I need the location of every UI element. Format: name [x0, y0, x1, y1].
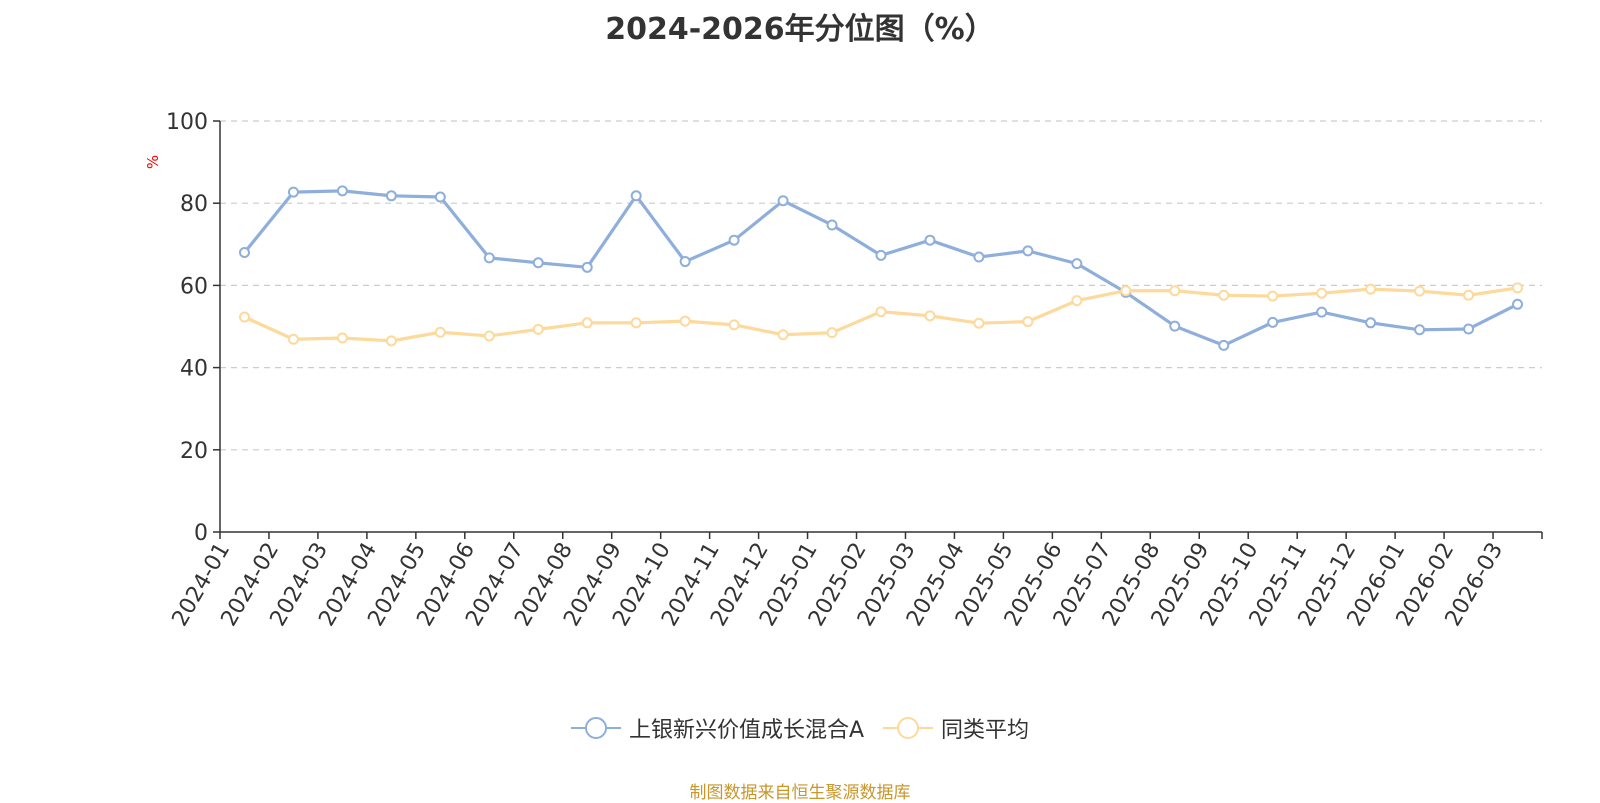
- data-point: [1316, 306, 1328, 318]
- data-point: [875, 306, 887, 318]
- series-line-0: [243, 189, 1519, 348]
- data-point: [434, 191, 446, 203]
- legend-marker-fund-icon: [570, 717, 621, 739]
- data-point: [483, 330, 495, 342]
- data-point: [532, 257, 544, 269]
- data-point: [1218, 339, 1230, 351]
- data-point: [1218, 289, 1230, 301]
- data-point: [581, 317, 593, 329]
- y-tick-label: 0: [194, 521, 208, 546]
- data-point: [1169, 285, 1181, 297]
- data-point: [728, 319, 740, 331]
- data-point: [630, 317, 642, 329]
- source-note: 制图数据来自恒生聚源数据库: [689, 783, 911, 803]
- legend-item-fund[interactable]: 上银新兴价值成长混合A: [570, 712, 865, 744]
- data-point: [385, 190, 397, 202]
- y-tick-label: 60: [180, 274, 208, 299]
- data-point: [287, 333, 299, 345]
- data-point: [1267, 316, 1279, 328]
- data-point: [1512, 282, 1524, 294]
- data-point: [728, 234, 740, 246]
- data-point: [679, 256, 691, 268]
- data-point: [483, 252, 495, 264]
- data-point: [1071, 295, 1083, 307]
- legend: 上银新兴价值成长混合A 同类平均: [0, 712, 1600, 747]
- chart-title: 2024-2026年分位图（%）: [605, 12, 995, 47]
- data-point: [1120, 285, 1132, 297]
- line-chart: 020406080100%2024-012024-022024-032024-0…: [144, 110, 1543, 631]
- legend-label-fund: 上银新兴价值成长混合A: [628, 718, 865, 743]
- data-point: [336, 185, 348, 197]
- data-point: [924, 234, 936, 246]
- data-point: [1169, 320, 1181, 332]
- data-point: [777, 195, 789, 207]
- data-point: [875, 249, 887, 261]
- data-point: [1316, 287, 1328, 299]
- data-point: [973, 317, 985, 329]
- data-point: [532, 323, 544, 335]
- data-point: [1267, 290, 1279, 302]
- data-point: [630, 190, 642, 202]
- y-tick-label: 80: [180, 192, 208, 217]
- data-point: [924, 310, 936, 322]
- data-point: [385, 335, 397, 347]
- legend-label-average: 同类平均: [941, 718, 1030, 743]
- legend-marker-average-icon: [883, 717, 934, 739]
- y-tick-label: 40: [180, 357, 208, 382]
- data-point: [1022, 316, 1034, 328]
- data-point: [1365, 317, 1377, 329]
- data-point: [238, 311, 250, 323]
- data-point: [1414, 324, 1426, 336]
- series-group: [238, 185, 1524, 351]
- data-point: [679, 315, 691, 327]
- legend-item-average[interactable]: 同类平均: [883, 712, 1029, 744]
- data-point: [1071, 258, 1083, 270]
- data-point: [1365, 283, 1377, 295]
- data-point: [1463, 323, 1475, 335]
- data-point: [434, 326, 446, 338]
- data-point: [777, 329, 789, 341]
- y-tick-label: 20: [180, 439, 208, 464]
- data-point: [287, 186, 299, 198]
- data-point: [826, 219, 838, 231]
- data-point: [581, 261, 593, 273]
- data-point: [238, 247, 250, 259]
- data-point: [1512, 298, 1524, 310]
- data-point: [1463, 289, 1475, 301]
- data-point: [1414, 285, 1426, 297]
- grid-lines: [220, 120, 1542, 451]
- data-point: [826, 327, 838, 339]
- data-point: [973, 251, 985, 263]
- y-tick-label: 100: [166, 110, 208, 135]
- data-point: [1022, 245, 1034, 257]
- data-point: [336, 332, 348, 344]
- y-axis-label: %: [144, 155, 162, 169]
- axes: 020406080100%2024-012024-022024-032024-0…: [144, 110, 1543, 631]
